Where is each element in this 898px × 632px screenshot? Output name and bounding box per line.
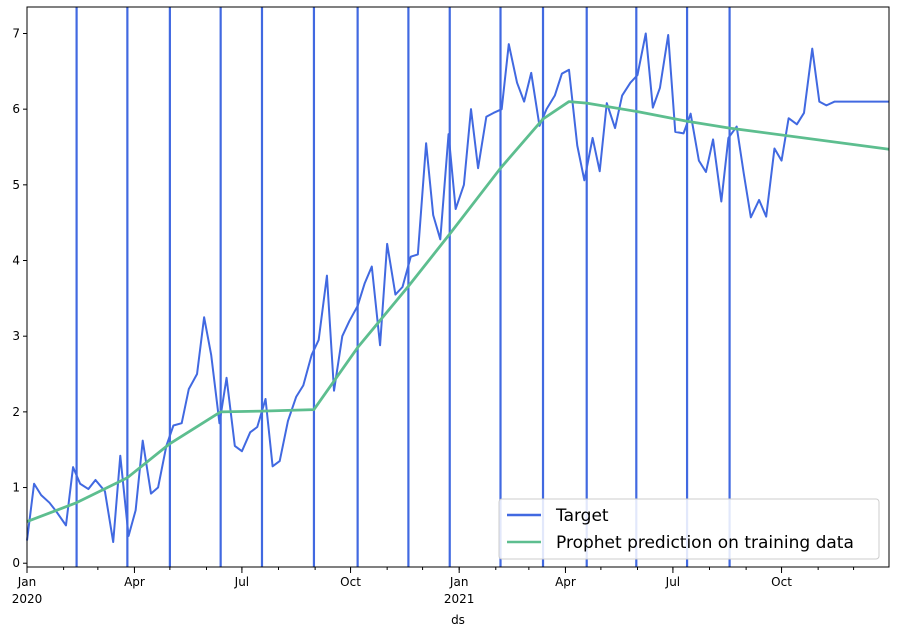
y-tick-label: 6	[12, 102, 20, 116]
y-tick-label: 7	[12, 26, 20, 40]
x-tick-year-label: 2021	[444, 592, 475, 606]
legend-box	[498, 498, 880, 560]
x-tick-year-label: 2020	[12, 592, 43, 606]
legend: Target Prophet prediction on training da…	[498, 498, 880, 560]
x-tick-label: Jul	[665, 575, 680, 589]
x-tick-label: Jan	[17, 575, 37, 589]
x-tick-label: Jan	[449, 575, 469, 589]
series-layer	[26, 32, 890, 544]
legend-label-target: Target	[555, 506, 609, 526]
prediction-series-line	[26, 100, 890, 523]
y-tick-label: 1	[12, 481, 20, 495]
y-tick-label: 0	[12, 556, 20, 570]
x-tick-label: Apr	[124, 575, 145, 589]
legend-label-prophet: Prophet prediction on training data	[556, 533, 854, 553]
x-tick-label: Jul	[234, 575, 249, 589]
y-tick-label: 4	[12, 254, 20, 268]
target-series-line	[26, 32, 889, 544]
x-axis: Jan 2020 Apr Jul Oct Jan 2021 Apr Jul Oct	[12, 567, 855, 606]
plot-background	[27, 7, 889, 567]
x-axis-label: ds	[451, 613, 465, 627]
x-tick-label: Apr	[555, 575, 576, 589]
x-tick-label: Oct	[771, 575, 792, 589]
y-axis: 0 1 2 3 4 5 6 7	[12, 26, 27, 570]
changepoint-lines	[75, 7, 731, 567]
x-tick-label: Oct	[340, 575, 361, 589]
y-tick-label: 5	[12, 178, 20, 192]
plot-frame	[26, 6, 890, 568]
y-tick-label: 3	[12, 329, 20, 343]
y-tick-label: 2	[12, 405, 20, 419]
